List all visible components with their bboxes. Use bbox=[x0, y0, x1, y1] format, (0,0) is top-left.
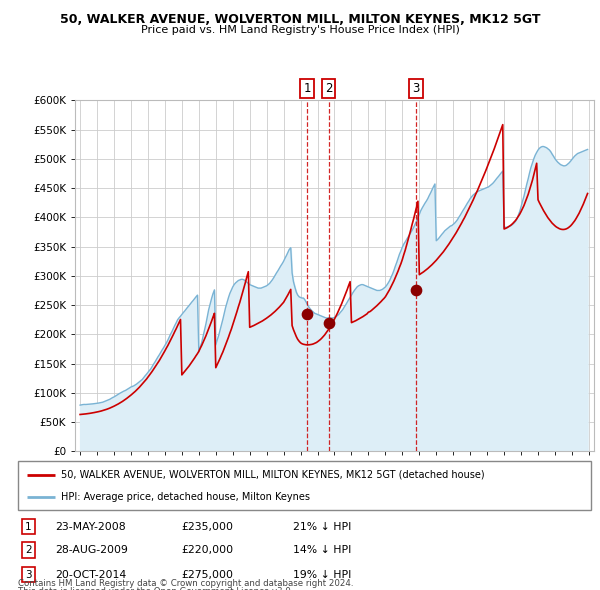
Point bbox=[411, 286, 421, 295]
FancyBboxPatch shape bbox=[18, 461, 591, 510]
Text: 3: 3 bbox=[412, 82, 419, 95]
Text: 1: 1 bbox=[303, 82, 311, 95]
Text: HPI: Average price, detached house, Milton Keynes: HPI: Average price, detached house, Milt… bbox=[61, 492, 310, 502]
Text: 28-AUG-2009: 28-AUG-2009 bbox=[55, 545, 128, 555]
Point bbox=[302, 309, 312, 319]
Text: 2: 2 bbox=[25, 545, 32, 555]
Text: 2: 2 bbox=[325, 82, 332, 95]
Text: 3: 3 bbox=[25, 569, 32, 579]
Text: Contains HM Land Registry data © Crown copyright and database right 2024.: Contains HM Land Registry data © Crown c… bbox=[18, 579, 353, 588]
Text: 19% ↓ HPI: 19% ↓ HPI bbox=[293, 569, 352, 579]
Text: 50, WALKER AVENUE, WOLVERTON MILL, MILTON KEYNES, MK12 5GT: 50, WALKER AVENUE, WOLVERTON MILL, MILTO… bbox=[60, 13, 540, 26]
Text: 21% ↓ HPI: 21% ↓ HPI bbox=[293, 522, 352, 532]
Text: 23-MAY-2008: 23-MAY-2008 bbox=[55, 522, 126, 532]
Text: 50, WALKER AVENUE, WOLVERTON MILL, MILTON KEYNES, MK12 5GT (detached house): 50, WALKER AVENUE, WOLVERTON MILL, MILTO… bbox=[61, 470, 485, 480]
Text: £220,000: £220,000 bbox=[181, 545, 233, 555]
Text: 14% ↓ HPI: 14% ↓ HPI bbox=[293, 545, 352, 555]
Text: 1: 1 bbox=[25, 522, 32, 532]
Text: This data is licensed under the Open Government Licence v3.0.: This data is licensed under the Open Gov… bbox=[18, 587, 293, 590]
Text: Price paid vs. HM Land Registry's House Price Index (HPI): Price paid vs. HM Land Registry's House … bbox=[140, 25, 460, 35]
Point bbox=[324, 318, 334, 327]
Text: 20-OCT-2014: 20-OCT-2014 bbox=[55, 569, 127, 579]
Text: £235,000: £235,000 bbox=[181, 522, 233, 532]
Text: £275,000: £275,000 bbox=[181, 569, 233, 579]
